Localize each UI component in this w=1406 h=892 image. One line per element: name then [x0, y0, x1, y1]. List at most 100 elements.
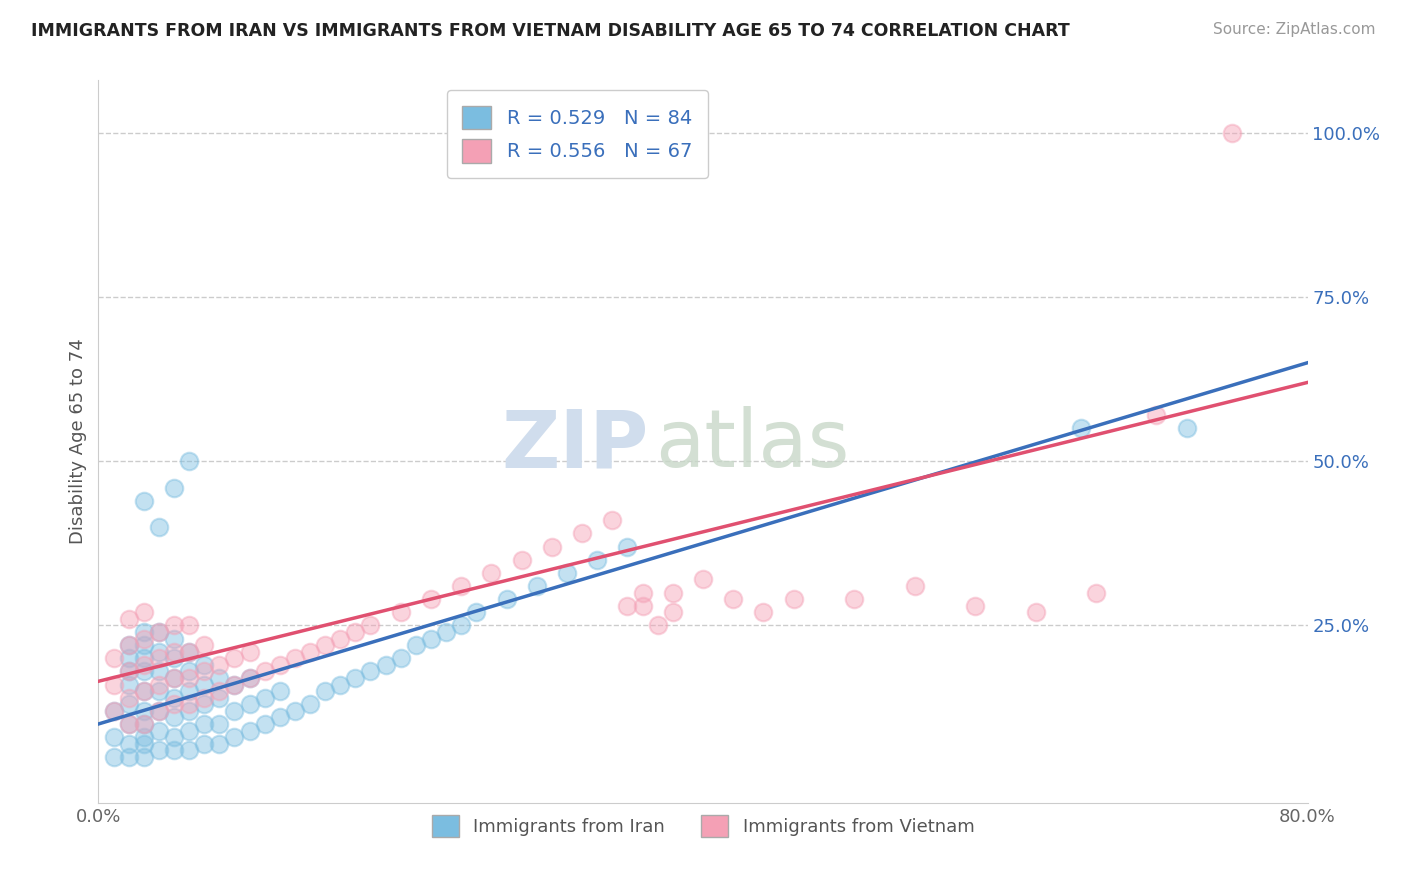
Point — [163, 710, 186, 724]
Point — [118, 665, 141, 679]
Point — [132, 684, 155, 698]
Point — [269, 710, 291, 724]
Point — [179, 684, 201, 698]
Point — [389, 605, 412, 619]
Point — [420, 592, 443, 607]
Point — [389, 651, 412, 665]
Point — [253, 690, 276, 705]
Point — [526, 579, 548, 593]
Point — [481, 566, 503, 580]
Point — [844, 592, 866, 607]
Point — [540, 540, 562, 554]
Point — [284, 704, 307, 718]
Point — [163, 743, 186, 757]
Point — [103, 677, 125, 691]
Point — [239, 645, 262, 659]
Point — [132, 717, 155, 731]
Point — [179, 723, 201, 738]
Text: Source: ZipAtlas.com: Source: ZipAtlas.com — [1212, 22, 1375, 37]
Point — [224, 651, 246, 665]
Point — [132, 605, 155, 619]
Point — [103, 749, 125, 764]
Point — [495, 592, 517, 607]
Point — [163, 671, 186, 685]
Point — [723, 592, 745, 607]
Point — [132, 749, 155, 764]
Point — [193, 677, 215, 691]
Point — [118, 737, 141, 751]
Text: atlas: atlas — [655, 406, 849, 484]
Point — [163, 730, 186, 744]
Point — [1144, 409, 1167, 423]
Point — [179, 645, 201, 659]
Point — [555, 566, 578, 580]
Point — [1024, 605, 1046, 619]
Point — [179, 698, 201, 712]
Point — [132, 704, 155, 718]
Point — [163, 698, 186, 712]
Point — [163, 618, 186, 632]
Point — [344, 625, 367, 640]
Point — [783, 592, 806, 607]
Point — [163, 645, 186, 659]
Point — [752, 605, 775, 619]
Point — [163, 651, 186, 665]
Point — [450, 618, 472, 632]
Point — [148, 665, 170, 679]
Point — [148, 625, 170, 640]
Point — [118, 638, 141, 652]
Point — [224, 677, 246, 691]
Point — [179, 618, 201, 632]
Point — [450, 579, 472, 593]
Point — [616, 599, 638, 613]
Point — [299, 645, 322, 659]
Point — [239, 698, 262, 712]
Point — [616, 540, 638, 554]
Point — [103, 704, 125, 718]
Point — [239, 671, 262, 685]
Legend: Immigrants from Iran, Immigrants from Vietnam: Immigrants from Iran, Immigrants from Vi… — [425, 808, 981, 845]
Point — [299, 698, 322, 712]
Point — [661, 605, 683, 619]
Point — [132, 638, 155, 652]
Point — [329, 632, 352, 646]
Point — [284, 651, 307, 665]
Point — [420, 632, 443, 646]
Point — [179, 704, 201, 718]
Point — [118, 690, 141, 705]
Point — [179, 454, 201, 468]
Point — [208, 717, 231, 731]
Point — [269, 684, 291, 698]
Point — [405, 638, 427, 652]
Point — [329, 677, 352, 691]
Point — [1220, 126, 1243, 140]
Point — [148, 704, 170, 718]
Point — [103, 704, 125, 718]
Point — [360, 665, 382, 679]
Point — [631, 599, 654, 613]
Point — [118, 749, 141, 764]
Point — [208, 737, 231, 751]
Point — [1175, 421, 1198, 435]
Point — [148, 651, 170, 665]
Point — [132, 651, 155, 665]
Point — [148, 684, 170, 698]
Point — [314, 684, 336, 698]
Point — [208, 671, 231, 685]
Point — [179, 671, 201, 685]
Point — [208, 657, 231, 672]
Text: ZIP: ZIP — [502, 406, 648, 484]
Point — [148, 677, 170, 691]
Point — [132, 737, 155, 751]
Point — [360, 618, 382, 632]
Point — [208, 684, 231, 698]
Point — [647, 618, 669, 632]
Point — [631, 585, 654, 599]
Point — [118, 677, 141, 691]
Point — [434, 625, 457, 640]
Text: IMMIGRANTS FROM IRAN VS IMMIGRANTS FROM VIETNAM DISABILITY AGE 65 TO 74 CORRELAT: IMMIGRANTS FROM IRAN VS IMMIGRANTS FROM … — [31, 22, 1070, 40]
Point — [132, 684, 155, 698]
Point — [224, 677, 246, 691]
Point — [179, 743, 201, 757]
Point — [148, 743, 170, 757]
